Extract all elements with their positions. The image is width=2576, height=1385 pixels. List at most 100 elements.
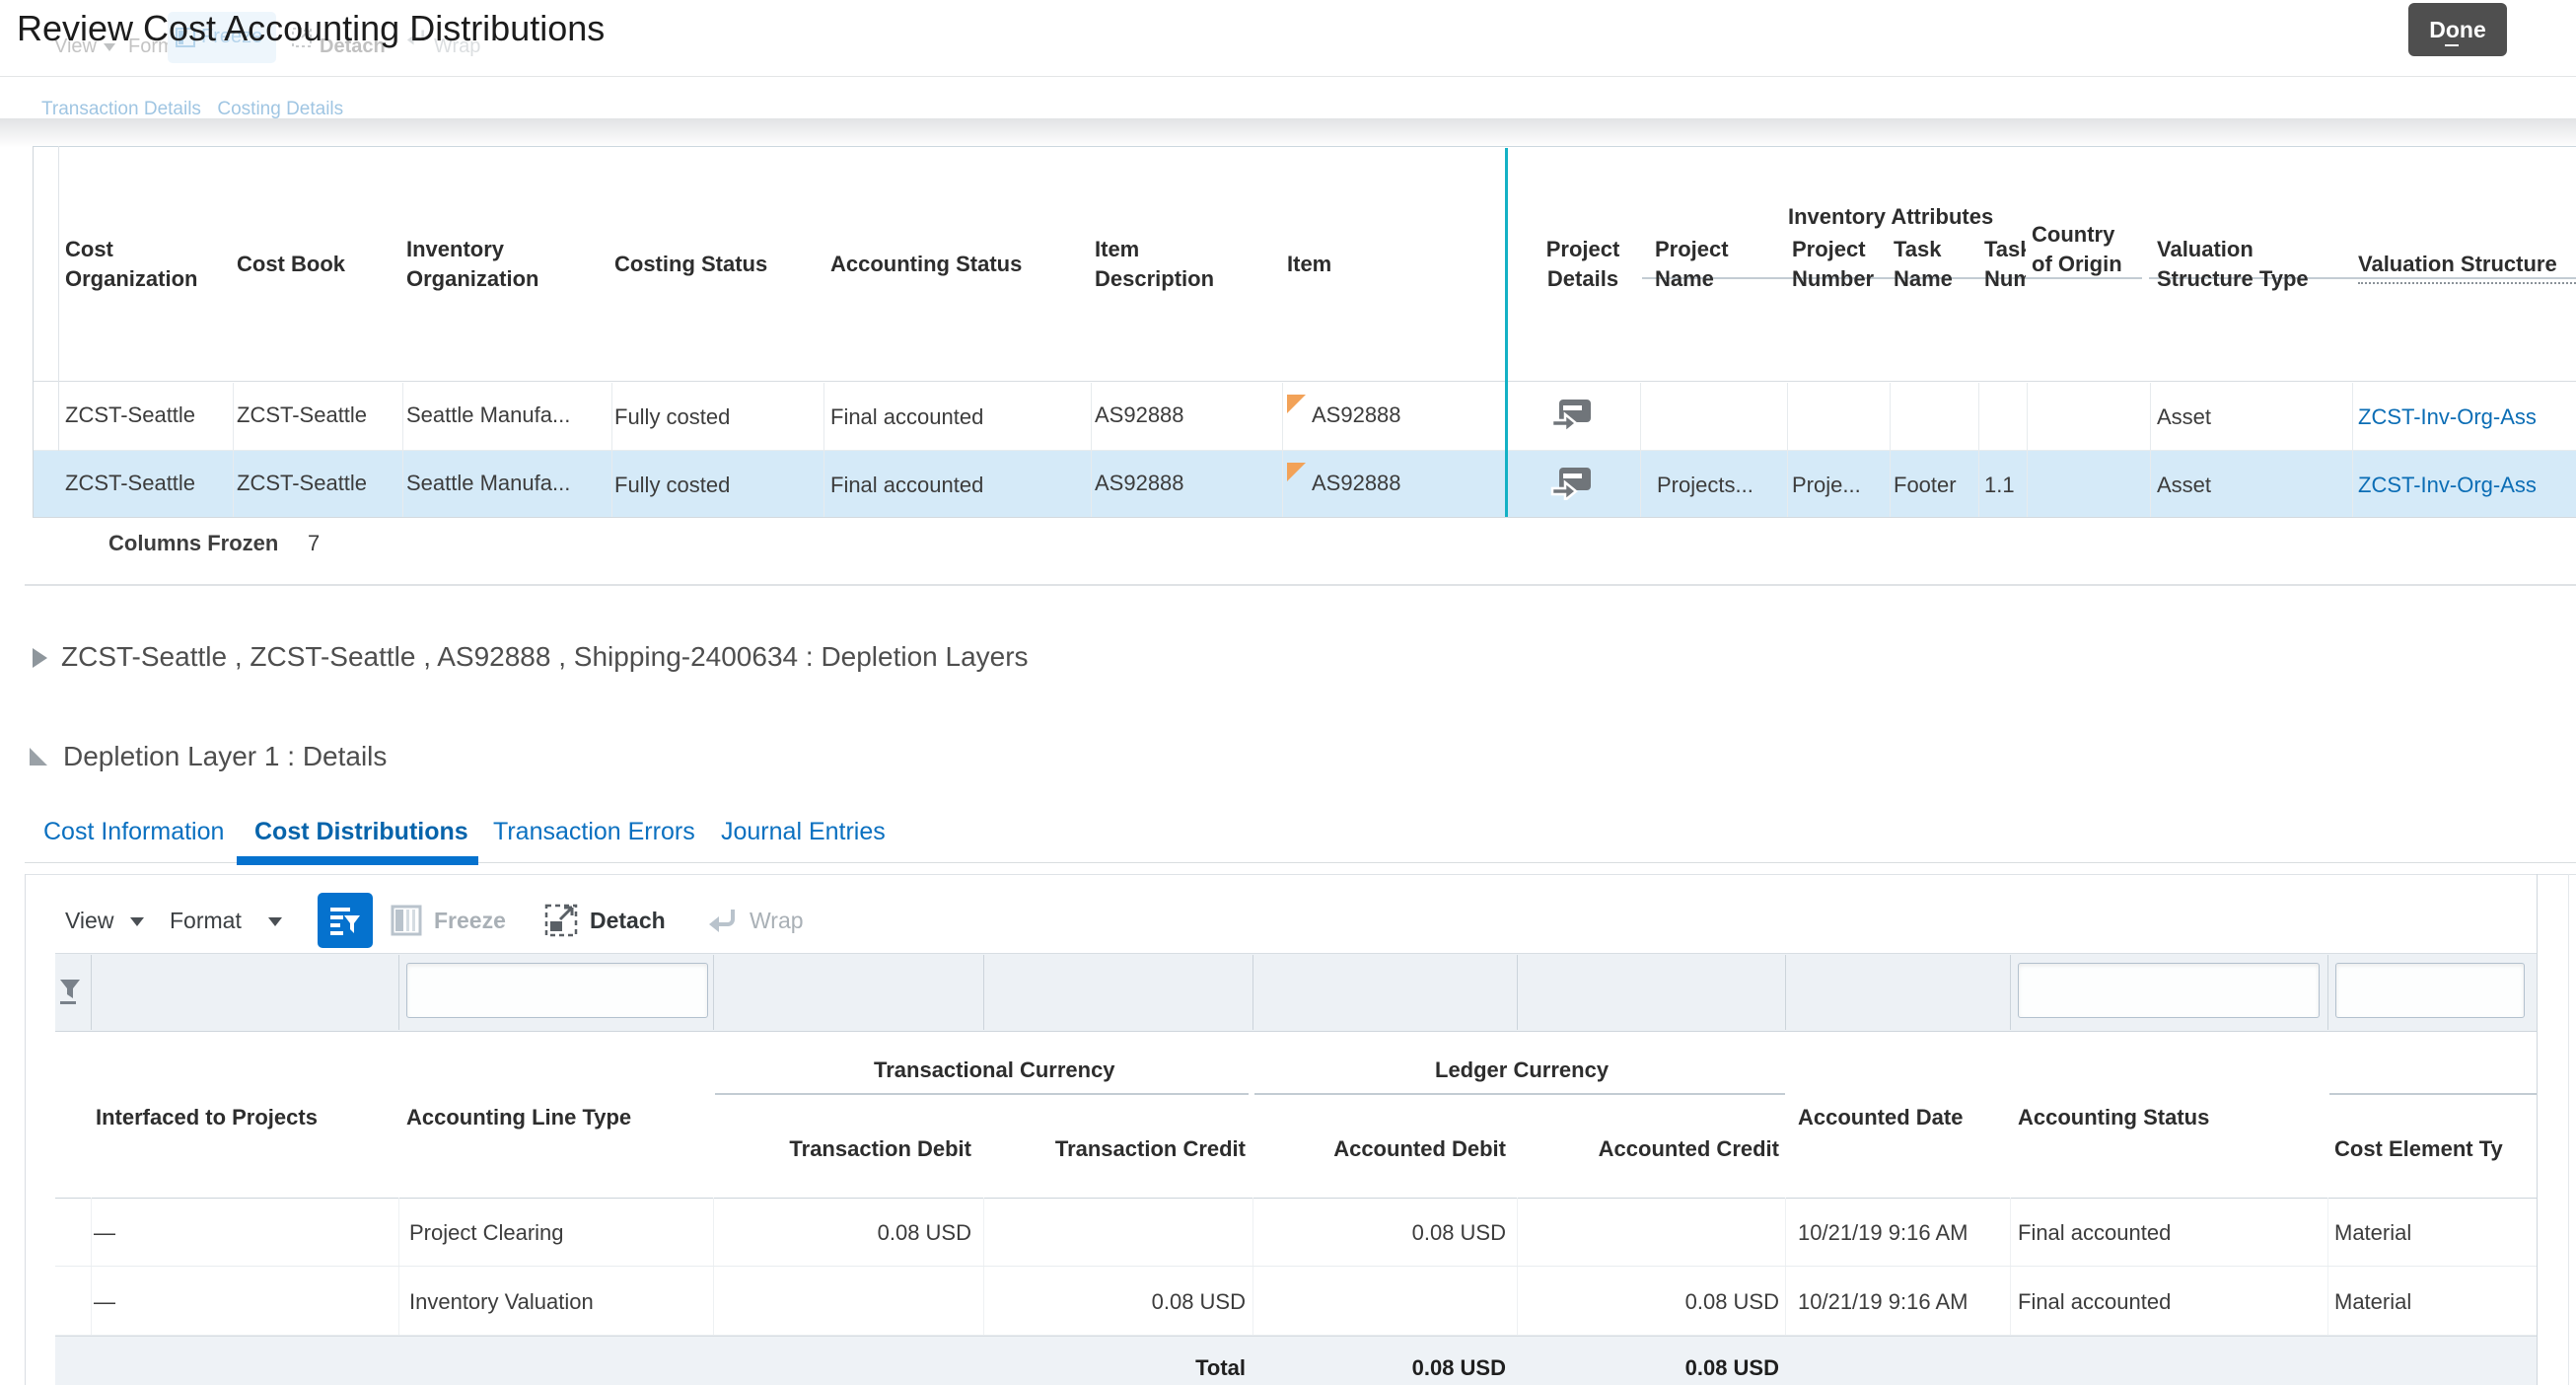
group-header-inventory-attributes: Inventory Attributes: [1788, 204, 1994, 229]
tab-cost-distributions[interactable]: Cost Distributions: [254, 818, 468, 845]
chevron-down-icon: [104, 43, 115, 51]
column-header-cost-element-type[interactable]: Cost Element Type: [2334, 1136, 2504, 1161]
ghost-costing-details-link: Costing Details: [217, 99, 344, 119]
cell-item: AS92888: [1312, 402, 1401, 427]
cell-accounting-status: Final accounted: [830, 404, 984, 429]
ghost-detach-label: Detach: [320, 36, 386, 57]
ghost-underlying-toolbar: View Format Freeze Detach Wrap: [0, 0, 888, 77]
cell-project-number: Proje...: [1792, 473, 1861, 497]
details-section-heading: Depletion Layer 1 : Details: [63, 741, 388, 771]
filter-cost-element-type-input[interactable]: [2335, 963, 2525, 1018]
total-accounted-debit: 0.08 USD: [1411, 1355, 1506, 1380]
valuation-structure-link[interactable]: ZCST-Inv-Org-Ass: [2358, 404, 2537, 429]
column-header-transaction-credit[interactable]: Transaction Credit: [1054, 1136, 1246, 1161]
total-label: Total: [1195, 1355, 1246, 1380]
chevron-down-icon[interactable]: [268, 917, 282, 926]
column-header-cost-book[interactable]: Cost Book: [237, 252, 345, 276]
detach-icon: [292, 28, 312, 47]
filter-accounting-status-input[interactable]: [2018, 963, 2320, 1018]
ghost-view-menu: View: [54, 36, 97, 57]
done-accesskey-underline: [2445, 44, 2459, 46]
freeze-button: Freeze: [434, 908, 506, 933]
column-header-item[interactable]: Item: [1287, 252, 1332, 276]
column-header-costing-status[interactable]: Costing Status: [614, 252, 768, 276]
cell-inventory-organization: Seattle Manufa...: [406, 471, 571, 495]
columns-frozen-value: 7: [308, 531, 321, 555]
column-header-task-name[interactable]: Task Name: [1894, 237, 1953, 291]
column-header-task-number[interactable]: Task Number: [1984, 237, 2026, 291]
project-details-icon[interactable]: [1550, 465, 1592, 500]
cell-accounted-date: 10/21/19 9:16 AM: [1798, 1220, 1968, 1245]
wrap-icon: [406, 30, 424, 45]
project-details-icon[interactable]: [1550, 397, 1592, 432]
cell-cost-element-type: Material: [2334, 1220, 2412, 1245]
chevron-down-icon[interactable]: [130, 917, 144, 926]
cell-costing-status: Fully costed: [614, 473, 731, 497]
cell-accounting-status: Final accounted: [2018, 1289, 2172, 1314]
filter-row-icon: [60, 980, 80, 1004]
cell-cost-organization: ZCST-Seattle: [65, 402, 196, 427]
ghost-wrap-label: Wrap: [434, 36, 481, 57]
frozen-columns-divider[interactable]: [1505, 148, 1508, 517]
cell-accounted-date: 10/21/19 9:16 AM: [1798, 1289, 1968, 1314]
ghost-transaction-details-link: Transaction Details: [41, 99, 201, 119]
column-header-transaction-debit[interactable]: Transaction Debit: [789, 1136, 971, 1161]
cell-cost-element-type: Material: [2334, 1289, 2412, 1314]
item-flag-icon: [1287, 463, 1306, 481]
depletion-layers-section-heading: ZCST-Seattle , ZCST-Seattle , AS92888 , …: [61, 641, 1029, 672]
detach-icon: [544, 904, 578, 937]
cell-costing-status: Fully costed: [614, 404, 731, 429]
column-header-accounting-status[interactable]: Accounting Status: [830, 252, 1023, 276]
tab-cost-information[interactable]: Cost Information: [43, 818, 225, 845]
expand-section-icon[interactable]: [33, 648, 47, 668]
detach-button[interactable]: Detach: [590, 908, 666, 933]
query-by-example-button[interactable]: [318, 893, 373, 948]
ghost-freeze-button: Freeze: [168, 12, 276, 63]
column-header-accounted-credit[interactable]: Accounted Credit: [1598, 1136, 1779, 1161]
filter-accounting-line-type-input[interactable]: [406, 963, 708, 1018]
column-header-cost-organization[interactable]: Cost Organization: [65, 237, 198, 291]
column-header-project-number[interactable]: Project Number: [1792, 237, 1875, 291]
column-header-project-name[interactable]: Project Name: [1655, 237, 1729, 291]
item-flag-icon: [1287, 395, 1306, 413]
cell-accounting-line-type: Project Clearing: [409, 1220, 564, 1245]
cell-inventory-organization: Seattle Manufa...: [406, 402, 571, 427]
selected-row-highlight: [34, 451, 2576, 517]
column-header-item-description[interactable]: Item Description: [1095, 237, 1215, 291]
done-button-label: Done: [2429, 16, 2486, 42]
page-title: Review Cost Accounting Distributions: [17, 8, 606, 48]
cell-task-number: 1.1: [1984, 473, 2015, 497]
cell-accounting-status: Final accounted: [830, 473, 984, 497]
cell-item: AS92888: [1312, 471, 1401, 495]
collapse-section-icon[interactable]: [30, 748, 47, 765]
group-header-transactional-currency: Transactional Currency: [874, 1057, 1115, 1082]
cell-accounting-status: Final accounted: [2018, 1220, 2172, 1245]
column-header-accounted-date[interactable]: Accounted Date: [1798, 1105, 1964, 1130]
column-header-valuation-structure[interactable]: Valuation Structure: [2358, 250, 2576, 284]
column-header-inventory-organization[interactable]: Inventory Organization: [406, 237, 539, 291]
done-button[interactable]: Done: [2408, 3, 2507, 56]
ghost-format-menu: Format: [128, 36, 191, 57]
column-header-accounted-debit[interactable]: Accounted Debit: [1333, 1136, 1506, 1161]
column-header-country-of-origin[interactable]: Country of Origin: [2032, 222, 2122, 276]
cell-item-description: AS92888: [1095, 402, 1184, 427]
columns-frozen-label: Columns Frozen: [108, 531, 279, 555]
view-menu[interactable]: View: [65, 908, 114, 933]
wrap-button: Wrap: [750, 908, 804, 933]
active-tab-underline: [237, 856, 478, 865]
tab-journal-entries[interactable]: Journal Entries: [721, 818, 886, 845]
tab-transaction-errors[interactable]: Transaction Errors: [493, 818, 695, 845]
ghost-underlying-links: Transaction Details Costing Details: [41, 99, 343, 120]
cell-item-description: AS92888: [1095, 471, 1184, 495]
column-header-accounting-status[interactable]: Accounting Status: [2018, 1105, 2210, 1130]
column-header-interfaced-to-projects[interactable]: Interfaced to Projects: [96, 1105, 318, 1130]
filter-icon: [330, 908, 360, 935]
column-header-accounting-line-type[interactable]: Accounting Line Type: [406, 1105, 632, 1130]
column-header-project-details[interactable]: Project Details: [1545, 237, 1620, 291]
cell-valuation-structure-type: Asset: [2157, 473, 2212, 497]
column-header-valuation-structure-type[interactable]: Valuation Structure Type: [2157, 237, 2309, 291]
cell-task-name: Footer: [1894, 473, 1957, 497]
valuation-structure-link[interactable]: ZCST-Inv-Org-Ass: [2358, 473, 2537, 497]
format-menu[interactable]: Format: [170, 908, 242, 933]
cell-interfaced-to-projects: —: [94, 1220, 115, 1245]
